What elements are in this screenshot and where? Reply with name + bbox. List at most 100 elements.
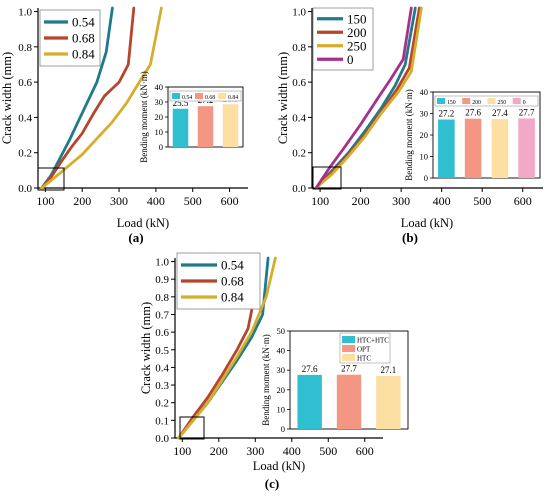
x-tick-label: 200 — [73, 194, 91, 208]
inset-y-tick-label: 0 — [159, 142, 163, 152]
x-tick-label: 400 — [433, 194, 451, 208]
y-tick-label: 0.3 — [155, 380, 169, 392]
inset-legend-box — [169, 90, 242, 102]
series-line-0 — [314, 6, 413, 190]
y-tick-label: 0.9 — [155, 274, 169, 286]
y-tick-label: 0.8 — [18, 42, 32, 54]
y-tick-label: 0.4 — [155, 362, 169, 374]
inset-legend-label: OPT — [357, 346, 371, 354]
x-tick-label: 300 — [392, 194, 410, 208]
y-axis-label: Crack width (mm) — [139, 302, 153, 394]
series-line-0.84 — [40, 6, 163, 190]
inset-legend-swatch — [195, 93, 203, 99]
inset-y-tick-label: 0 — [424, 173, 428, 183]
series-line-0.68 — [40, 6, 136, 190]
inset-y-tick-label: 30 — [420, 109, 429, 119]
series-line-0.68 — [177, 256, 257, 440]
y-tick-label: 0.5 — [155, 345, 169, 357]
inset-y-tick-label: 40 — [155, 82, 164, 92]
x-tick-label: 100 — [311, 194, 329, 208]
x-tick-label: 200 — [210, 444, 228, 458]
y-tick-label: 1.0 — [292, 7, 306, 19]
inset-bar-value-label: 27.6 — [302, 364, 318, 374]
legend-label: 0.54 — [72, 15, 95, 30]
inset-bar-200 — [464, 118, 482, 178]
x-tick-label: 500 — [473, 194, 491, 208]
y-tick-label: 0.4 — [18, 112, 32, 124]
inset-legend-label: 0.54 — [182, 95, 192, 101]
inset-legend-label: 250 — [498, 100, 507, 106]
inset-y-tick-label: 20 — [277, 385, 286, 395]
inset-bar-value-label: 27.7 — [519, 107, 535, 117]
inset-y-tick-label: 50 — [277, 326, 286, 336]
y-tick-label: 0.7 — [155, 309, 169, 321]
y-tick-label: 0.2 — [155, 398, 169, 410]
x-axis-label: Load (kN) — [253, 459, 305, 473]
inset-legend-label: 200 — [472, 100, 481, 106]
inset-legend-label: HTC — [357, 355, 371, 363]
x-tick-label: 500 — [319, 444, 337, 458]
legend-label: 150 — [347, 11, 367, 26]
inset-legend-swatch — [218, 93, 226, 99]
panel-label: (c) — [265, 476, 279, 491]
legend-label: 250 — [347, 38, 367, 53]
x-tick-label: 100 — [173, 444, 191, 458]
inset-legend-swatch — [462, 98, 471, 104]
zoom-box — [37, 167, 65, 191]
inset-legend-swatch — [512, 98, 521, 104]
panel-label: (a) — [128, 230, 143, 245]
inset-bar-HTC — [376, 375, 401, 429]
inset-legend-label: 150 — [447, 100, 456, 106]
inset-y-tick-label: 40 — [277, 346, 286, 356]
y-tick-label: 1.0 — [18, 7, 32, 19]
x-axis-label: Load (kN) — [117, 216, 169, 230]
x-tick-label: 600 — [514, 194, 532, 208]
series-line-250 — [314, 6, 423, 190]
inset-y-tick-label: 0 — [281, 424, 285, 434]
legend-label: 200 — [347, 25, 367, 40]
x-axis-label: Load (kN) — [401, 216, 453, 230]
inset-bar-0.84 — [222, 104, 239, 147]
y-tick-label: 0.8 — [292, 42, 306, 54]
chart-panel-0: 100 200 300 400 500 6000.00.20.40.60.81.0Load… — [0, 7, 248, 245]
inset-legend-swatch — [342, 345, 355, 352]
inset-y-axis-label: Bending moment (kN·m) — [261, 334, 271, 426]
inset-y-tick-label: 10 — [277, 404, 286, 414]
x-tick-label: 200 — [352, 194, 370, 208]
inset-bar-value-label: 25.5 — [173, 98, 189, 108]
panel-label: (b) — [402, 230, 418, 245]
inset-bar-0.68 — [197, 106, 214, 147]
y-tick-label: 1.0 — [155, 257, 169, 269]
inset-legend-swatch — [437, 98, 445, 104]
inset-legend-swatch — [342, 336, 355, 343]
inset-legend-swatch — [172, 93, 180, 99]
y-tick-label: 0.2 — [292, 148, 306, 160]
inset-y-tick-label: 40 — [420, 87, 429, 97]
inset-y-axis-label: Bending moment (kN·m) — [139, 71, 149, 163]
inset-y-tick-label: 20 — [155, 112, 164, 122]
zoom-box — [179, 416, 205, 440]
chart-panel-1: 100 200 300 400 500 6000.00.20.40.60.81.0Load… — [276, 7, 543, 245]
x-tick-label: 100 — [36, 194, 54, 208]
legend-label: 0 — [347, 52, 354, 67]
inset-legend-label: 0 — [523, 100, 526, 106]
x-tick-label: 300 — [110, 194, 128, 208]
inset-bar-150 — [438, 119, 455, 178]
legend-label: 0.54 — [221, 258, 244, 273]
inset-legend-swatch — [342, 354, 355, 361]
series-line-0.54 — [40, 6, 114, 190]
y-tick-label: 0.6 — [18, 77, 32, 89]
inset-bar-0.54 — [172, 108, 189, 147]
legend-label: 0.68 — [221, 274, 244, 289]
inset-bar-value-label: 27.7 — [341, 364, 357, 374]
y-tick-label: 0.2 — [18, 148, 32, 160]
legend-label: 0.84 — [72, 47, 95, 62]
inset-legend-label: 0.68 — [205, 95, 215, 101]
inset-legend-label: 0.84 — [228, 95, 238, 101]
y-tick-label: 0.0 — [292, 183, 306, 195]
y-tick-label: 0.4 — [292, 112, 306, 124]
inset-bar-chart: 0 10 20 30 40 Bending moment (kN·m) 27.2 27.6 27… — [404, 87, 541, 183]
y-tick-label: 0.0 — [155, 433, 169, 445]
